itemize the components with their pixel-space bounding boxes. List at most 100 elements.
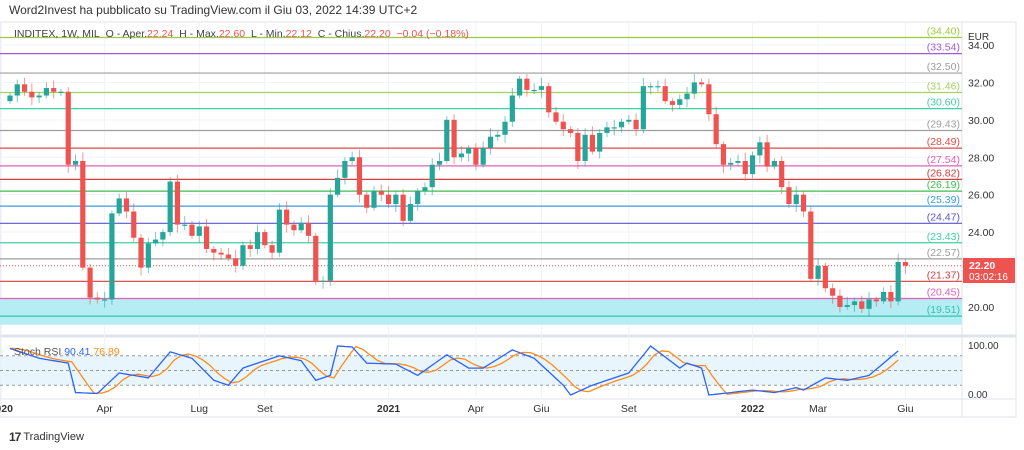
price-tick-label: 32.00 [968,77,994,89]
time-axis[interactable]: 2020 Apr Lug Set 2021 Apr Giu Set 2022 Mar Giu [0,403,914,415]
candle-up [881,291,887,302]
stoch-rsi-k-line [9,345,899,396]
candle-up [648,86,654,88]
candle-down [546,86,552,113]
candle-down [218,252,224,255]
high-value: 22.60 [218,28,246,40]
low-value: 22.12 [285,28,312,40]
time-tick-label: 2020 [0,403,13,415]
candle-up [487,136,494,148]
candle-down [305,222,312,236]
last-price-label: 22.20 03:02:16 [963,258,1015,283]
change-value: −0.04 (−0.18%) [396,28,469,40]
price-axis[interactable]: 34.00 32.00 30.00 28.00 26.00 24.00 20.00 [968,40,994,314]
candle-down [80,161,86,268]
candle-up [851,301,858,306]
candle-up [677,99,683,105]
level-label: (28.49) [927,136,960,148]
candle-down [589,134,595,152]
candle-up [815,265,821,279]
candle-down [837,295,843,307]
tv-logo-icon: 17 [9,430,21,444]
level-label: (23.43) [927,231,960,243]
level-label: (31.46) [927,81,960,93]
candle-down [742,161,748,175]
time-tick-label: Apr [468,403,485,415]
time-tick-label: Apr [96,403,113,415]
candle-down [859,301,865,309]
time-tick-label: Mar [809,403,828,415]
price-tick-label: 28.00 [968,152,994,164]
candle-up [604,127,610,133]
candle-down [284,209,290,225]
candle-up [436,161,443,165]
price-tick-label: 26.00 [968,190,994,202]
level-label: (27.54) [927,154,960,166]
candle-down [662,86,668,102]
candle-up [538,86,545,90]
candle-down [553,112,559,122]
level-label: (33.54) [927,42,960,54]
candle-up [684,93,690,100]
candle-down [560,121,566,130]
candle-up [626,119,632,122]
rsi-axis-100: 100.00 [968,341,999,352]
candle-up [444,119,450,162]
candle-up [422,187,428,191]
published-header: Word2Invest ha pubblicato su TradingView… [9,3,418,17]
last-price-badge [963,258,1015,283]
candle-down [524,78,530,90]
chart-frame [0,21,1017,418]
candle-down [400,194,406,221]
rsi-k-value: 90.41 [64,346,91,358]
candle-down [225,254,231,259]
candle-up [298,222,304,231]
symbol-label[interactable]: INDITEX, 1W, MIL [14,28,100,40]
price-tick-label: 24.00 [968,227,994,239]
candle-down [575,132,581,162]
candle-down [902,262,909,266]
candle-down [800,194,807,212]
level-label: (30.60) [927,97,960,109]
candles [7,74,909,317]
stoch-rsi-pane [0,345,962,396]
low-label: L - Min. [250,28,286,40]
bar-countdown: 03:02:16 [969,272,1008,283]
tradingview-logo[interactable]: 17 TradingView [9,430,84,444]
candle-down [233,258,239,266]
last-price-value: 22.20 [969,260,995,272]
candle-up [116,198,122,214]
brand-label: TradingView [23,431,84,443]
level-label: (25.39) [927,194,960,206]
close-value: 22.20 [364,28,391,40]
candle-up [72,161,79,165]
candle-up [167,181,173,233]
level-label: (19.51) [927,304,960,316]
candle-up [618,121,625,128]
candle-up [509,95,515,122]
time-tick-label: 2022 [741,403,765,415]
time-tick-label: Giu [533,403,550,415]
candle-up [429,164,435,188]
candle-down [451,119,457,158]
candle-down [87,267,93,298]
candle-up [655,86,661,88]
candle-down [29,91,35,98]
candle-down [713,114,719,145]
candle-up [502,121,508,135]
candle-down [269,245,275,253]
candle-down [21,84,28,92]
candle-up [14,84,20,96]
candle-down [473,147,479,165]
candle-up [844,305,850,307]
candle-up [342,161,348,178]
candle-down [203,226,210,249]
time-tick-label: Lug [191,403,209,415]
candle-up [327,194,333,281]
candle-down [247,245,253,249]
candle-down [262,232,268,246]
rsi-d-value: 76.89 [93,346,120,358]
rsi-label[interactable]: Stoch RSI [14,346,62,358]
level-label: (26.82) [927,167,960,179]
